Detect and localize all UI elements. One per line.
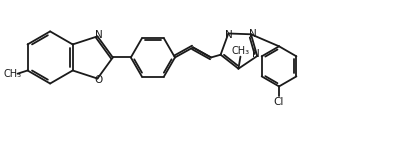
- Text: O: O: [94, 75, 102, 85]
- Text: N: N: [95, 30, 103, 40]
- Text: N: N: [249, 29, 257, 39]
- Text: Cl: Cl: [274, 97, 284, 107]
- Text: N: N: [225, 30, 233, 40]
- Text: CH₃: CH₃: [4, 69, 22, 79]
- Text: CH₃: CH₃: [231, 46, 249, 56]
- Text: N: N: [252, 49, 260, 59]
